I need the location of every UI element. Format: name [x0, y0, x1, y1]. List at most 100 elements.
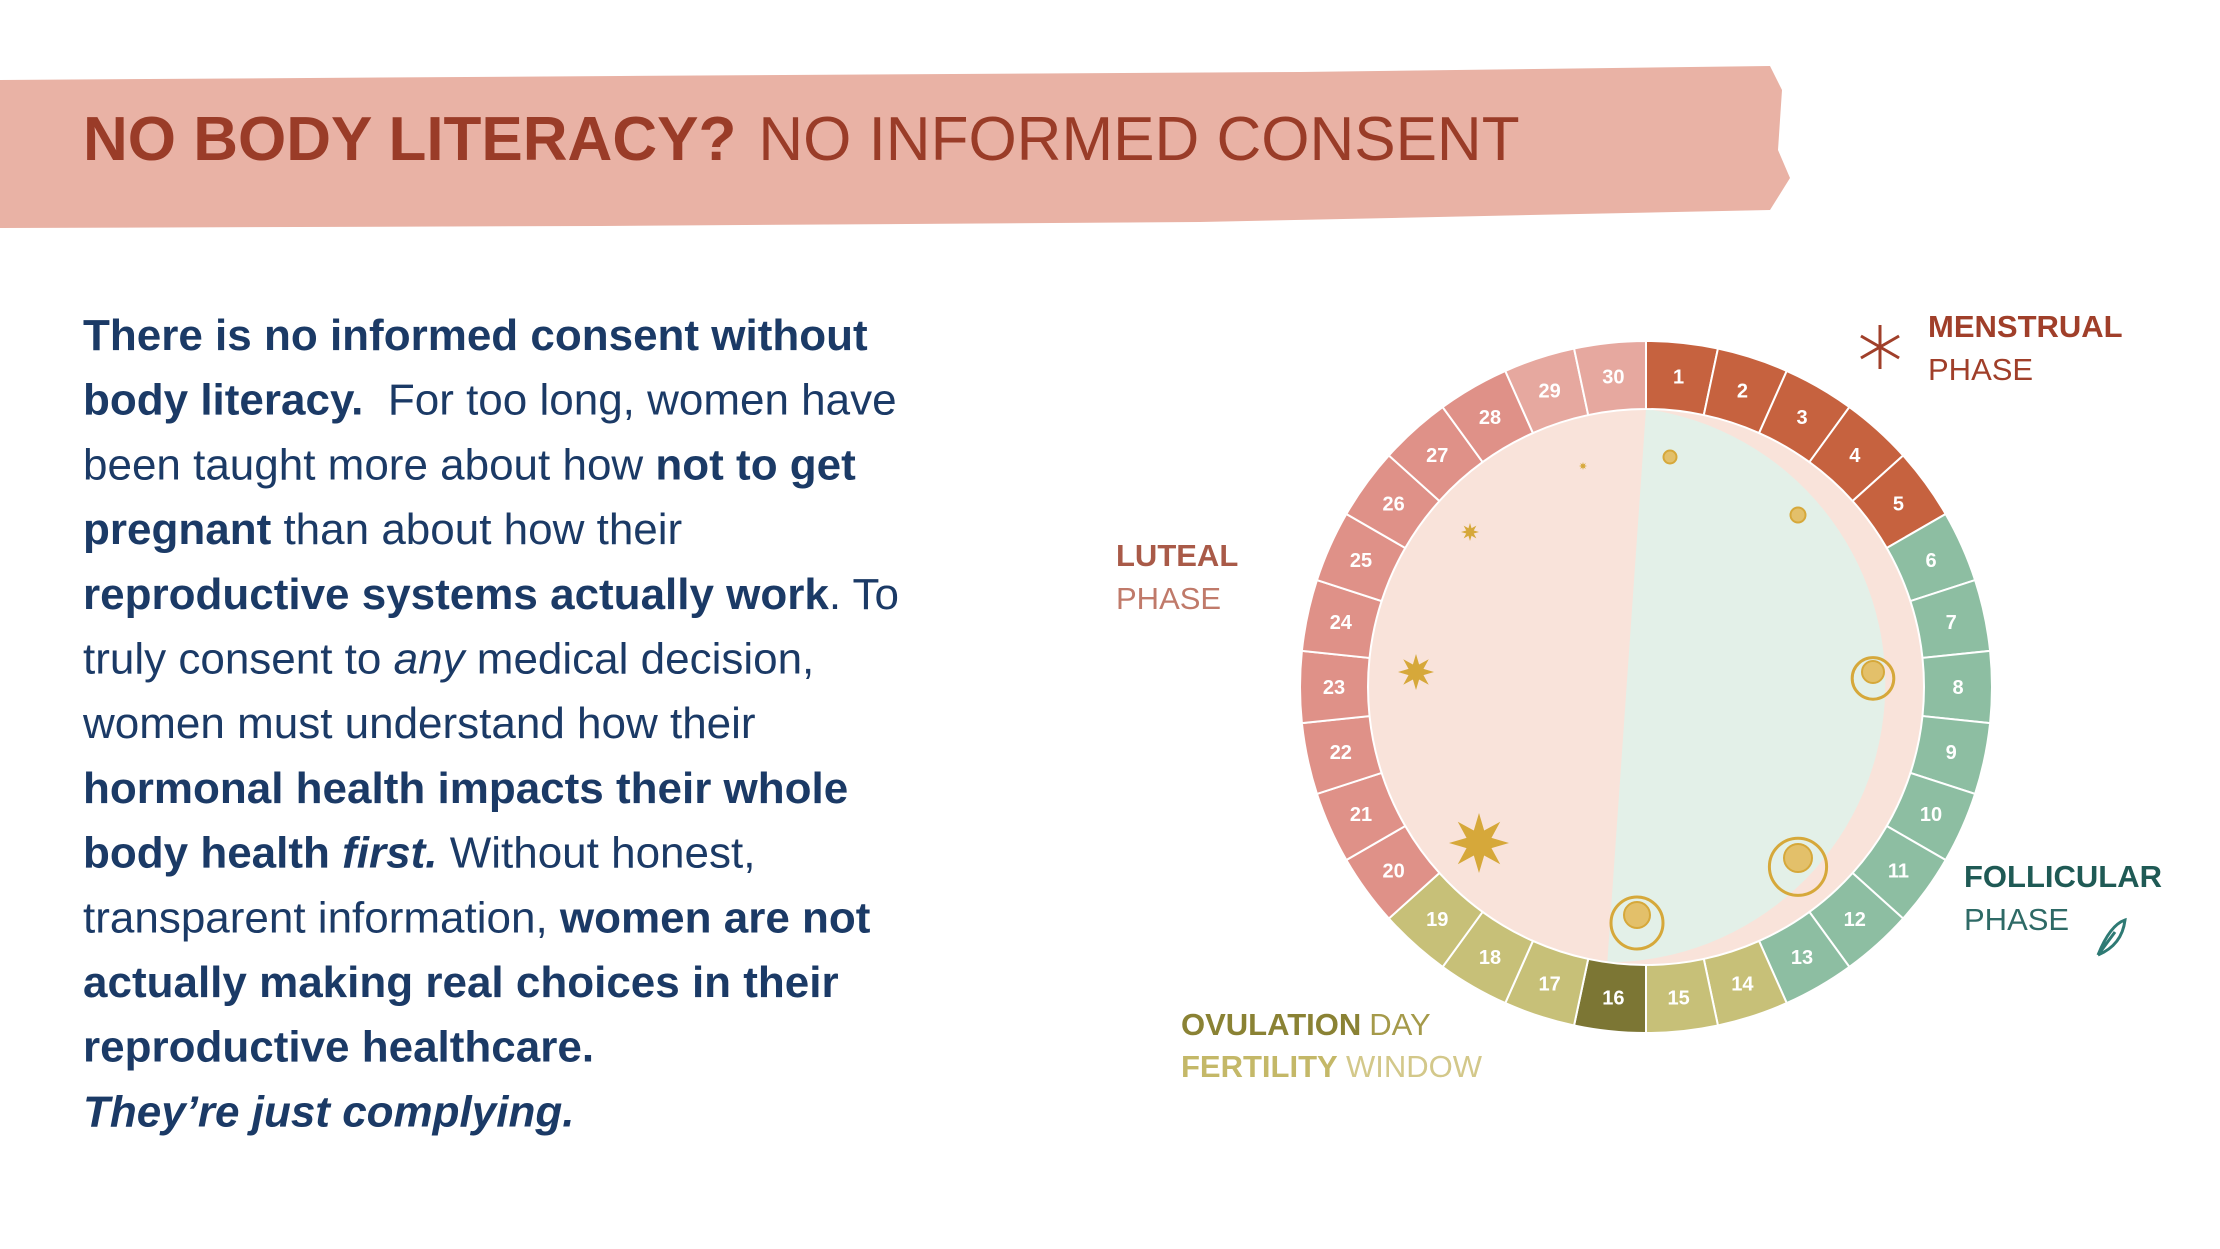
- day-number: 7: [1946, 612, 1957, 634]
- moon: [1623, 901, 1651, 929]
- text-run: body health: [83, 829, 342, 878]
- body-line: been taught more about how not to get: [83, 440, 856, 489]
- day-number: 2: [1737, 380, 1748, 402]
- text-run: any: [394, 635, 468, 684]
- phase-name: OVULATION: [1181, 1007, 1361, 1042]
- title-regular: NO INFORMED CONSENT: [758, 105, 1519, 174]
- text-run: They’re just complying.: [83, 1087, 574, 1136]
- body-text: There is no informed consent without body…: [82, 311, 899, 1136]
- body-line: transparent information, women are not: [83, 893, 871, 942]
- star: [1461, 523, 1479, 541]
- snowflake-icon: [1879, 345, 1900, 360]
- day-number: 9: [1946, 742, 1957, 764]
- phase-suffix: PHASE: [1928, 352, 2033, 387]
- phase-name: FERTILITY: [1181, 1049, 1338, 1084]
- star: [1449, 813, 1509, 873]
- text-run: hormonal health impacts their whole: [83, 764, 848, 813]
- moon: [1662, 449, 1678, 465]
- day-number: 24: [1330, 612, 1353, 634]
- day-number: 29: [1538, 380, 1560, 402]
- body-line: women must understand how their: [82, 699, 756, 748]
- body-line: reproductive systems actually work. To: [83, 570, 899, 619]
- text-run: For too long, women have: [363, 376, 896, 425]
- moon-ring: [1609, 895, 1665, 951]
- body-line: body health first. Without honest,: [83, 829, 755, 878]
- day-number: 25: [1350, 550, 1372, 572]
- day-number: 6: [1925, 550, 1936, 572]
- day-number: 21: [1350, 804, 1372, 826]
- day-segment: [1572, 339, 1647, 417]
- cycle-diagram: 1234567891011121314151617181920212223242…: [1116, 309, 2162, 1084]
- follicular-disc: [1607, 409, 1886, 963]
- text-run: . To: [829, 570, 899, 619]
- body-line: truly consent to any medical decision,: [83, 635, 814, 684]
- star: [1398, 654, 1434, 690]
- moon: [1789, 506, 1807, 524]
- day-number: 27: [1426, 445, 1448, 467]
- text-run: women are not: [559, 893, 871, 942]
- day-number: 30: [1602, 367, 1624, 389]
- text-run: than about how their: [271, 505, 682, 554]
- day-number: 16: [1602, 987, 1624, 1009]
- text-run: reproductive systems actually work: [83, 570, 829, 619]
- text-run: reproductive healthcare.: [83, 1023, 594, 1072]
- text-run: transparent information,: [83, 893, 560, 942]
- phase-name: LUTEAL: [1116, 538, 1238, 573]
- day-number: 14: [1731, 974, 1754, 996]
- day-number: 17: [1538, 974, 1560, 996]
- day-number: 18: [1479, 947, 1501, 969]
- day-number: 19: [1426, 909, 1448, 931]
- text-run: actually making real choices in their: [83, 958, 839, 1007]
- phase-suffix: WINDOW: [1346, 1049, 1483, 1084]
- snowflake-icon: [1879, 334, 1900, 349]
- body-line: There is no informed consent without: [83, 311, 868, 360]
- day-number: 5: [1893, 494, 1904, 516]
- snowflake-icon: [1860, 345, 1881, 360]
- leaf-icon: [2096, 917, 2127, 957]
- day-number: 8: [1952, 677, 1963, 699]
- day-number: 13: [1791, 947, 1813, 969]
- body-line: hormonal health impacts their whole: [83, 764, 848, 813]
- text-run: not to get: [655, 440, 856, 489]
- text-run: Without honest,: [437, 829, 755, 878]
- day-number: 23: [1323, 677, 1345, 699]
- day-number: 22: [1330, 742, 1352, 764]
- day-number: 10: [1920, 804, 1942, 826]
- star: [1579, 462, 1587, 470]
- moon: [1861, 660, 1885, 684]
- day-number: 28: [1479, 407, 1501, 429]
- title-bold: NO BODY LITERACY?: [83, 105, 736, 174]
- text-run: pregnant: [83, 505, 272, 554]
- phase-suffix: DAY: [1369, 1007, 1430, 1042]
- body-line: actually making real choices in their: [83, 958, 839, 1007]
- day-number: 3: [1796, 407, 1807, 429]
- body-line: They’re just complying.: [83, 1087, 574, 1136]
- moon: [1783, 843, 1813, 873]
- body-line: body literacy. For too long, women have: [83, 376, 897, 425]
- phase-suffix: PHASE: [1964, 902, 2069, 937]
- text-run: women must understand how their: [82, 699, 756, 748]
- body-line: reproductive healthcare.: [83, 1023, 594, 1072]
- day-number: 20: [1382, 860, 1404, 882]
- moon-ring: [1850, 656, 1896, 701]
- phase-name: MENSTRUAL: [1928, 309, 2123, 344]
- text-run: body literacy.: [83, 376, 363, 425]
- day-number: 26: [1382, 494, 1404, 516]
- day-number: 4: [1849, 445, 1861, 467]
- day-number: 1: [1673, 367, 1684, 389]
- day-number: 15: [1667, 987, 1689, 1009]
- title: NO BODY LITERACY? NO INFORMED CONSENT: [83, 105, 1520, 174]
- phase-suffix: PHASE: [1116, 581, 1221, 616]
- phase-name: FOLLICULAR: [1964, 859, 2162, 894]
- day-number: 11: [1888, 860, 1909, 882]
- snowflake-icon: [1860, 334, 1881, 349]
- body-line: pregnant than about how their: [83, 505, 682, 554]
- text-run: There is no informed consent without: [83, 311, 868, 360]
- text-run: been taught more about how: [83, 440, 655, 489]
- moon-ring: [1767, 836, 1829, 897]
- text-run: medical decision,: [465, 635, 815, 684]
- title-banner: [0, 66, 1790, 228]
- text-run: truly consent to: [83, 635, 394, 684]
